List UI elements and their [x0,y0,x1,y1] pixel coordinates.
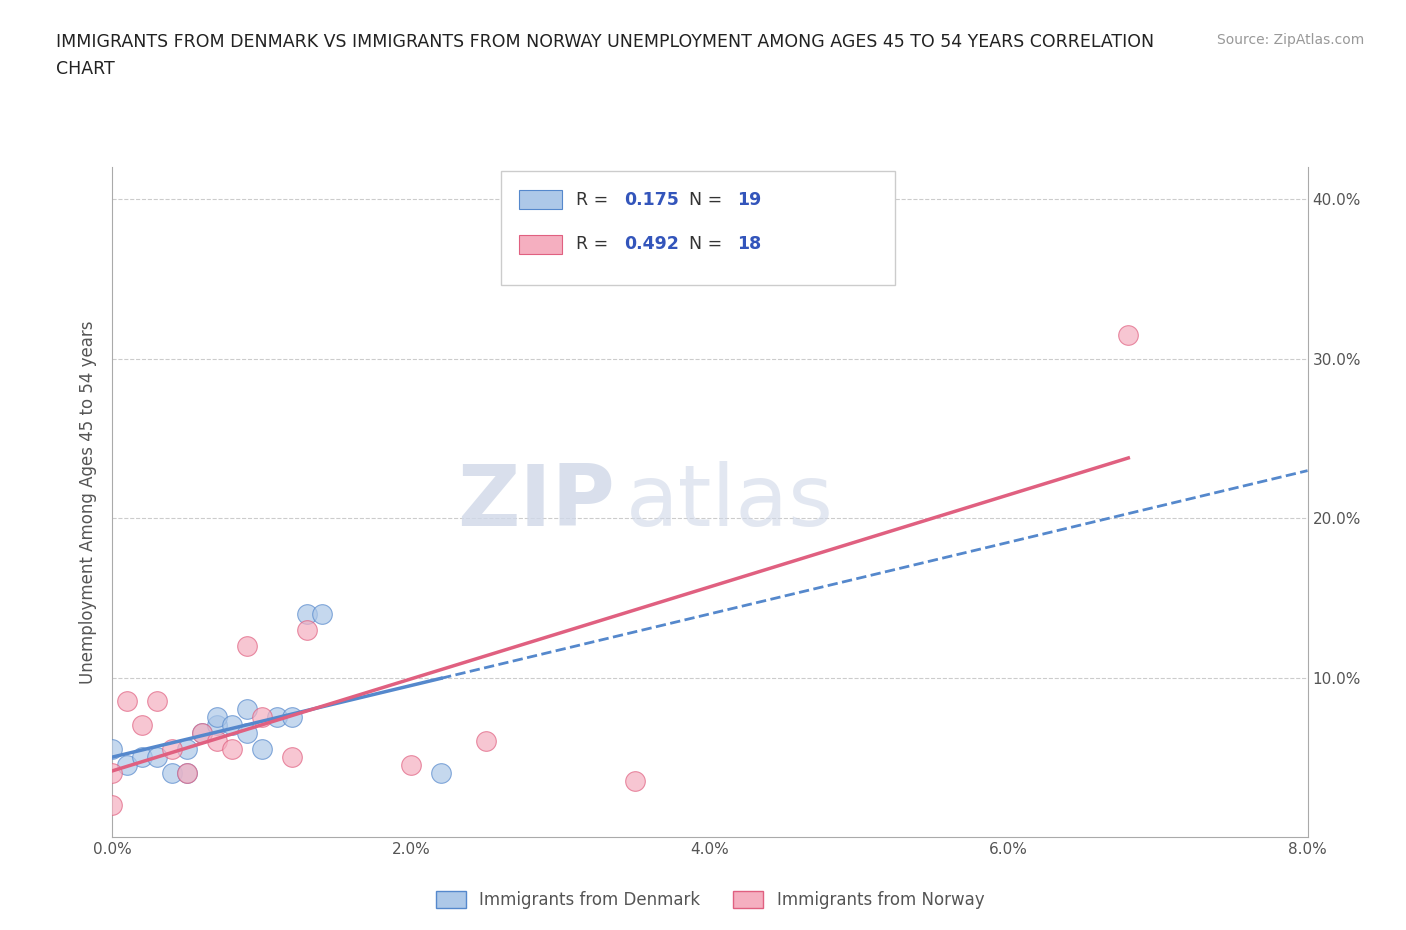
Text: Source: ZipAtlas.com: Source: ZipAtlas.com [1216,33,1364,46]
FancyBboxPatch shape [519,234,562,254]
Point [205,734,228,749]
Point [131,718,153,733]
Point [236,638,259,653]
Point [221,742,243,757]
Point [162,742,183,757]
Point [1116,327,1139,342]
Point [221,718,243,733]
Text: 18: 18 [738,235,762,253]
Point [191,726,214,741]
Point [281,710,304,724]
Point [117,758,139,773]
Text: R =: R = [576,235,614,253]
Point [295,622,318,637]
Text: R =: R = [576,191,614,208]
Point [250,742,273,757]
Point [236,726,259,741]
Point [311,606,333,621]
FancyBboxPatch shape [519,190,562,209]
Text: atlas: atlas [626,460,834,544]
Point [117,694,139,709]
Point [146,750,169,764]
Point [205,710,228,724]
Point [624,774,647,789]
Text: N =: N = [689,235,727,253]
FancyBboxPatch shape [501,171,896,285]
Point [101,798,124,813]
Text: 0.492: 0.492 [624,235,679,253]
Text: 19: 19 [738,191,762,208]
Point [162,765,183,780]
Text: 0.175: 0.175 [624,191,679,208]
Point [176,765,198,780]
Point [131,750,153,764]
Point [101,742,124,757]
Point [176,765,198,780]
Y-axis label: Unemployment Among Ages 45 to 54 years: Unemployment Among Ages 45 to 54 years [79,321,97,684]
Point [430,765,453,780]
Point [236,702,259,717]
Point [191,726,214,741]
Text: IMMIGRANTS FROM DENMARK VS IMMIGRANTS FROM NORWAY UNEMPLOYMENT AMONG AGES 45 TO : IMMIGRANTS FROM DENMARK VS IMMIGRANTS FR… [56,33,1154,50]
Point [295,606,318,621]
Point [101,765,124,780]
Point [176,742,198,757]
Point [146,694,169,709]
Text: N =: N = [689,191,727,208]
Point [266,710,288,724]
Text: ZIP: ZIP [457,460,614,544]
Point [281,750,304,764]
Point [205,718,228,733]
Point [250,710,273,724]
Text: CHART: CHART [56,60,115,78]
Legend: Immigrants from Denmark, Immigrants from Norway: Immigrants from Denmark, Immigrants from… [429,884,991,916]
Point [401,758,423,773]
Point [475,734,498,749]
